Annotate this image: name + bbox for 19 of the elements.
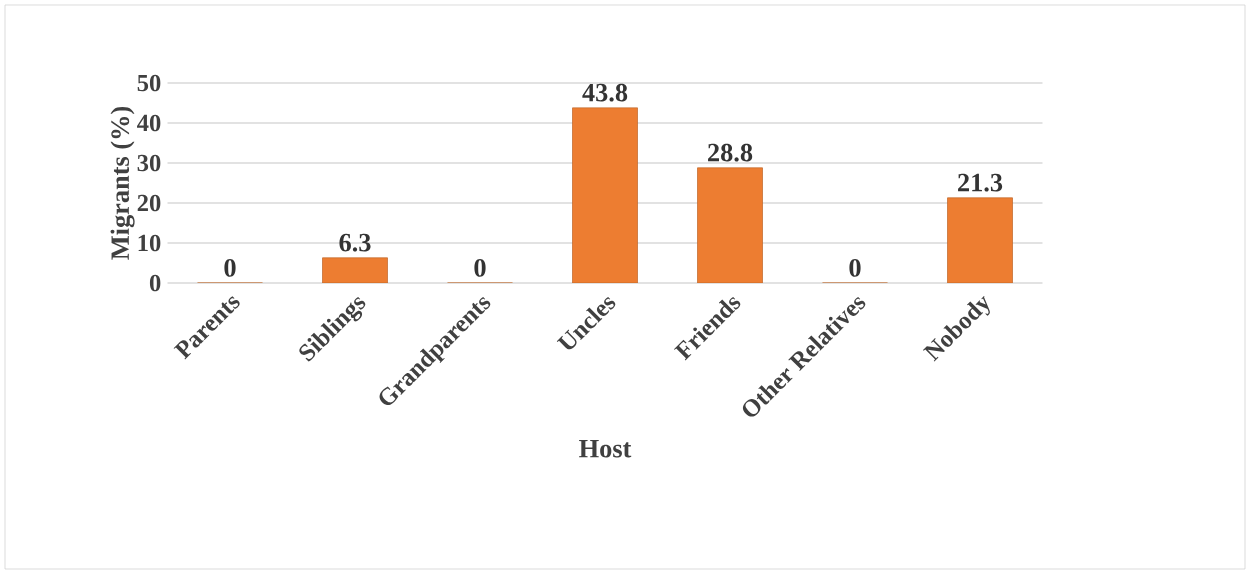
- y-tick-label: 40: [137, 114, 161, 132]
- data-label: 21.3: [958, 173, 1003, 192]
- y-tick-label: 0: [149, 274, 161, 292]
- x-axis-title: Host: [579, 439, 632, 458]
- y-tick-label: 20: [137, 194, 161, 212]
- bar: [697, 167, 763, 283]
- y-axis-title: Migrants (%): [110, 106, 135, 260]
- bar: [572, 107, 638, 283]
- data-label: 6.3: [339, 233, 371, 252]
- data-label: 0: [849, 259, 861, 277]
- data-label: 28.8: [708, 143, 753, 162]
- y-tick-label: 50: [137, 74, 161, 92]
- data-label: 0: [224, 259, 236, 277]
- bar: [322, 257, 388, 283]
- y-tick-label: 30: [137, 154, 161, 172]
- data-label: 0: [474, 259, 486, 277]
- data-label: 43.8: [582, 83, 628, 102]
- bar: [947, 197, 1013, 283]
- y-tick-label: 10: [138, 234, 161, 252]
